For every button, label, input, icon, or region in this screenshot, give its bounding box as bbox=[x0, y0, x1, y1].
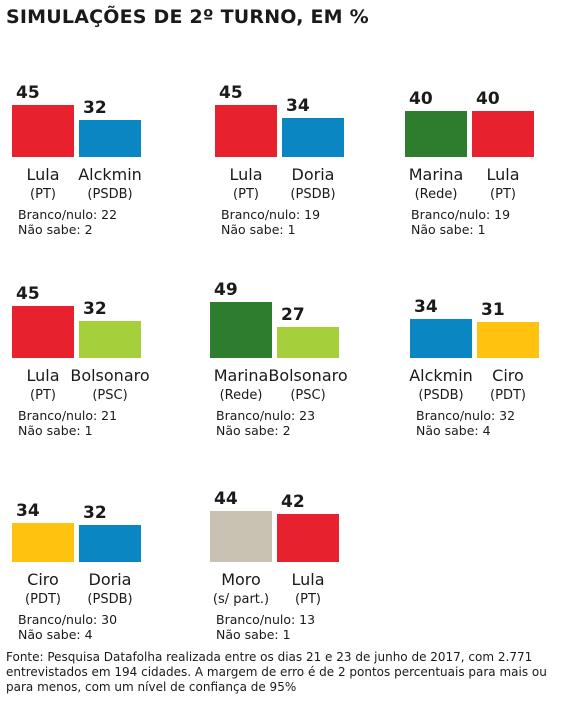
party-label: (Rede) bbox=[414, 187, 458, 202]
bar-bolsonaro bbox=[277, 327, 339, 358]
branco-nulo-note: Branco/nulo: 30 bbox=[18, 612, 118, 627]
value-label: 32 bbox=[83, 98, 107, 118]
runoff-panel: 45 Lula (PT) 32 Bolsonaro (PSC) Branco/nulo: 2… bbox=[12, 243, 192, 443]
bar-moro bbox=[210, 511, 272, 562]
party-label: (s/ part.) bbox=[212, 592, 270, 607]
candidate-label: Doria bbox=[88, 570, 132, 589]
branco-nulo-note: Branco/nulo: 23 bbox=[216, 408, 316, 423]
bar-ciro bbox=[12, 523, 74, 562]
party-label: (PT) bbox=[30, 187, 56, 202]
bar-bolsonaro bbox=[79, 321, 141, 358]
value-label: 34 bbox=[16, 501, 40, 521]
value-label: 32 bbox=[83, 299, 107, 319]
branco-nulo-note: Branco/nulo: 13 bbox=[216, 612, 316, 627]
candidate-label: Bolsonaro bbox=[70, 366, 150, 385]
candidate-label: Marina bbox=[213, 366, 269, 385]
nao-sabe-note: Não sabe: 1 bbox=[411, 222, 486, 237]
bar-lula bbox=[12, 306, 74, 358]
party-label: (PSC) bbox=[92, 388, 128, 403]
nao-sabe-note: Não sabe: 2 bbox=[18, 222, 93, 237]
bar-marina bbox=[405, 111, 467, 157]
party-label: (PSDB) bbox=[418, 388, 464, 403]
bar-ciro bbox=[477, 322, 539, 358]
candidate-label: Moro bbox=[221, 570, 261, 589]
source-note: Fonte: Pesquisa Datafolha realizada entr… bbox=[6, 650, 547, 694]
value-label: 42 bbox=[281, 492, 305, 512]
bar-marina bbox=[210, 302, 272, 358]
bar-lula bbox=[12, 105, 74, 157]
candidate-label: Lula bbox=[291, 570, 325, 589]
nao-sabe-note: Não sabe: 4 bbox=[18, 627, 93, 642]
nao-sabe-note: Não sabe: 4 bbox=[416, 423, 491, 438]
branco-nulo-note: Branco/nulo: 19 bbox=[411, 207, 511, 222]
runoff-panel: 49 Marina (Rede) 27 Bolsonaro (PSC) Branco/nul… bbox=[210, 243, 390, 443]
party-label: (PT) bbox=[490, 187, 516, 202]
bar-alckmin bbox=[410, 319, 472, 358]
chart-title: SIMULAÇÕES DE 2º TURNO, EM % bbox=[6, 6, 369, 28]
party-label: (PT) bbox=[295, 592, 321, 607]
value-label: 45 bbox=[219, 83, 243, 103]
runoff-panel: 45 Lula (PT) 32 Alckmin (PSDB) Branco/nulo: 22… bbox=[12, 42, 192, 242]
value-label: 34 bbox=[414, 297, 438, 317]
bar-alckmin bbox=[79, 120, 141, 157]
value-label: 31 bbox=[481, 300, 505, 320]
value-label: 45 bbox=[16, 83, 40, 103]
bar-doria bbox=[79, 525, 141, 562]
party-label: (PSDB) bbox=[87, 187, 133, 202]
runoff-panel: 34 Ciro (PDT) 32 Doria (PSDB) Branco/nulo: 30 N… bbox=[12, 447, 192, 647]
runoff-panel: 44 Moro (s/ part.) 42 Lula (PT) Branco/nulo: 1… bbox=[210, 447, 390, 647]
value-label: 40 bbox=[409, 89, 433, 109]
candidate-label: Ciro bbox=[27, 570, 59, 589]
candidate-label: Alckmin bbox=[78, 165, 142, 184]
bar-lula bbox=[277, 514, 339, 562]
candidate-label: Alckmin bbox=[409, 366, 473, 385]
value-label: 27 bbox=[281, 305, 305, 325]
candidate-label: Lula bbox=[26, 366, 60, 385]
party-label: (Rede) bbox=[219, 388, 263, 403]
value-label: 34 bbox=[286, 96, 310, 116]
value-label: 49 bbox=[214, 280, 238, 300]
party-label: (PSDB) bbox=[290, 187, 336, 202]
value-label: 44 bbox=[214, 489, 238, 509]
bar-lula bbox=[472, 111, 534, 157]
nao-sabe-note: Não sabe: 1 bbox=[18, 423, 93, 438]
value-label: 45 bbox=[16, 284, 40, 304]
branco-nulo-note: Branco/nulo: 22 bbox=[18, 207, 118, 222]
candidate-label: Marina bbox=[408, 165, 464, 184]
candidate-label: Lula bbox=[486, 165, 520, 184]
candidate-label: Lula bbox=[229, 165, 263, 184]
party-label: (PDT) bbox=[25, 592, 61, 607]
nao-sabe-note: Não sabe: 1 bbox=[221, 222, 296, 237]
branco-nulo-note: Branco/nulo: 19 bbox=[221, 207, 321, 222]
runoff-panel: 45 Lula (PT) 34 Doria (PSDB) Branco/nulo: 19 Nã… bbox=[215, 42, 395, 242]
runoff-panel: 40 Marina (Rede) 40 Lula (PT) Branco/nulo: 19 N… bbox=[405, 42, 564, 242]
candidate-label: Bolsonaro bbox=[268, 366, 348, 385]
value-label: 32 bbox=[83, 503, 107, 523]
candidate-label: Lula bbox=[26, 165, 60, 184]
runoff-panel: 34 Alckmin (PSDB) 31 Ciro (PDT) Branco/nulo: 3… bbox=[409, 243, 564, 443]
nao-sabe-note: Não sabe: 2 bbox=[216, 423, 291, 438]
nao-sabe-note: Não sabe: 1 bbox=[216, 627, 291, 642]
branco-nulo-note: Branco/nulo: 32 bbox=[416, 408, 516, 423]
candidate-label: Doria bbox=[291, 165, 335, 184]
party-label: (PSDB) bbox=[87, 592, 133, 607]
value-label: 40 bbox=[476, 89, 500, 109]
bar-doria bbox=[282, 118, 344, 157]
candidate-label: Ciro bbox=[492, 366, 524, 385]
party-label: (PDT) bbox=[490, 388, 526, 403]
party-label: (PT) bbox=[30, 388, 56, 403]
bar-lula bbox=[215, 105, 277, 157]
party-label: (PSC) bbox=[290, 388, 326, 403]
party-label: (PT) bbox=[233, 187, 259, 202]
branco-nulo-note: Branco/nulo: 21 bbox=[18, 408, 118, 423]
